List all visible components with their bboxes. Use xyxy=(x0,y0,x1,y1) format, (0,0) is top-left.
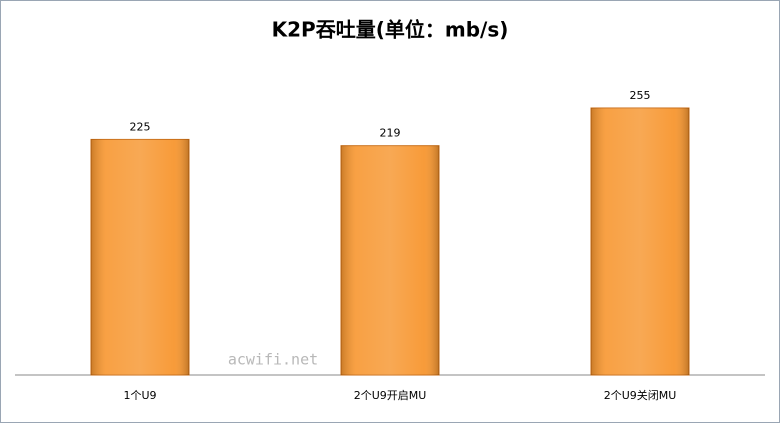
value-label: 225 xyxy=(130,120,151,133)
x-tick-label: 2个U9关闭MU xyxy=(604,388,677,402)
chart-title: K2P吞吐量(单位：mb/s) xyxy=(272,18,509,42)
bar xyxy=(90,138,190,376)
value-label: 219 xyxy=(380,127,401,140)
x-tick-label: 1个U9 xyxy=(123,389,156,402)
x-tick-label: 2个U9开启MU xyxy=(354,389,427,402)
watermark: acwifi.net xyxy=(228,351,318,369)
bar xyxy=(340,145,440,376)
value-label: 255 xyxy=(630,89,651,102)
bar xyxy=(590,107,690,376)
